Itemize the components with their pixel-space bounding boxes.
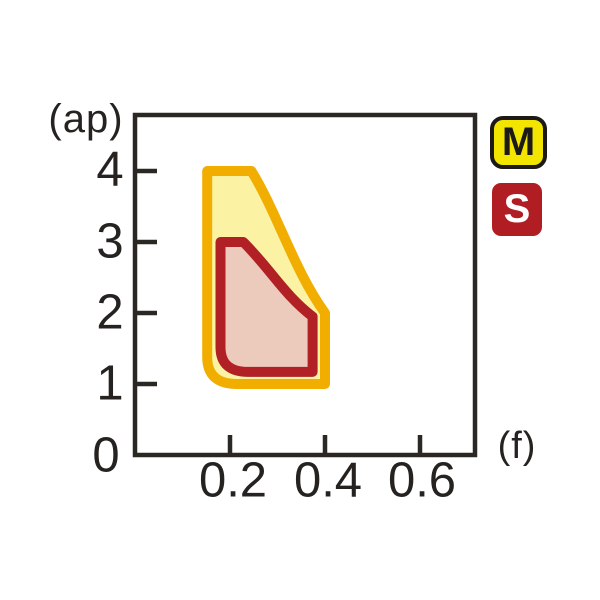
plot-border [132, 112, 478, 458]
x-tick-label-0.4: 0.4 [293, 453, 363, 508]
y-tick-label-2: 2 [96, 285, 124, 340]
y-tick-label-1: 1 [96, 356, 124, 411]
y-tick-label-3: 3 [96, 214, 124, 269]
y-tick-label-4: 4 [96, 142, 124, 197]
legend-badge-s-label: S [503, 187, 531, 231]
x-tick-label-0.6: 0.6 [387, 453, 457, 508]
legend-badge-m: M [490, 116, 547, 169]
y-axis-label: (ap) [48, 97, 124, 141]
legend-badge-s: S [492, 183, 542, 236]
region-s [215, 237, 318, 377]
y-tick-label-0: 0 [92, 428, 120, 483]
x-tick-label-0.2: 0.2 [198, 453, 268, 508]
legend-badge-m-label: M [501, 120, 536, 164]
x-axis-label: (f) [497, 425, 537, 467]
